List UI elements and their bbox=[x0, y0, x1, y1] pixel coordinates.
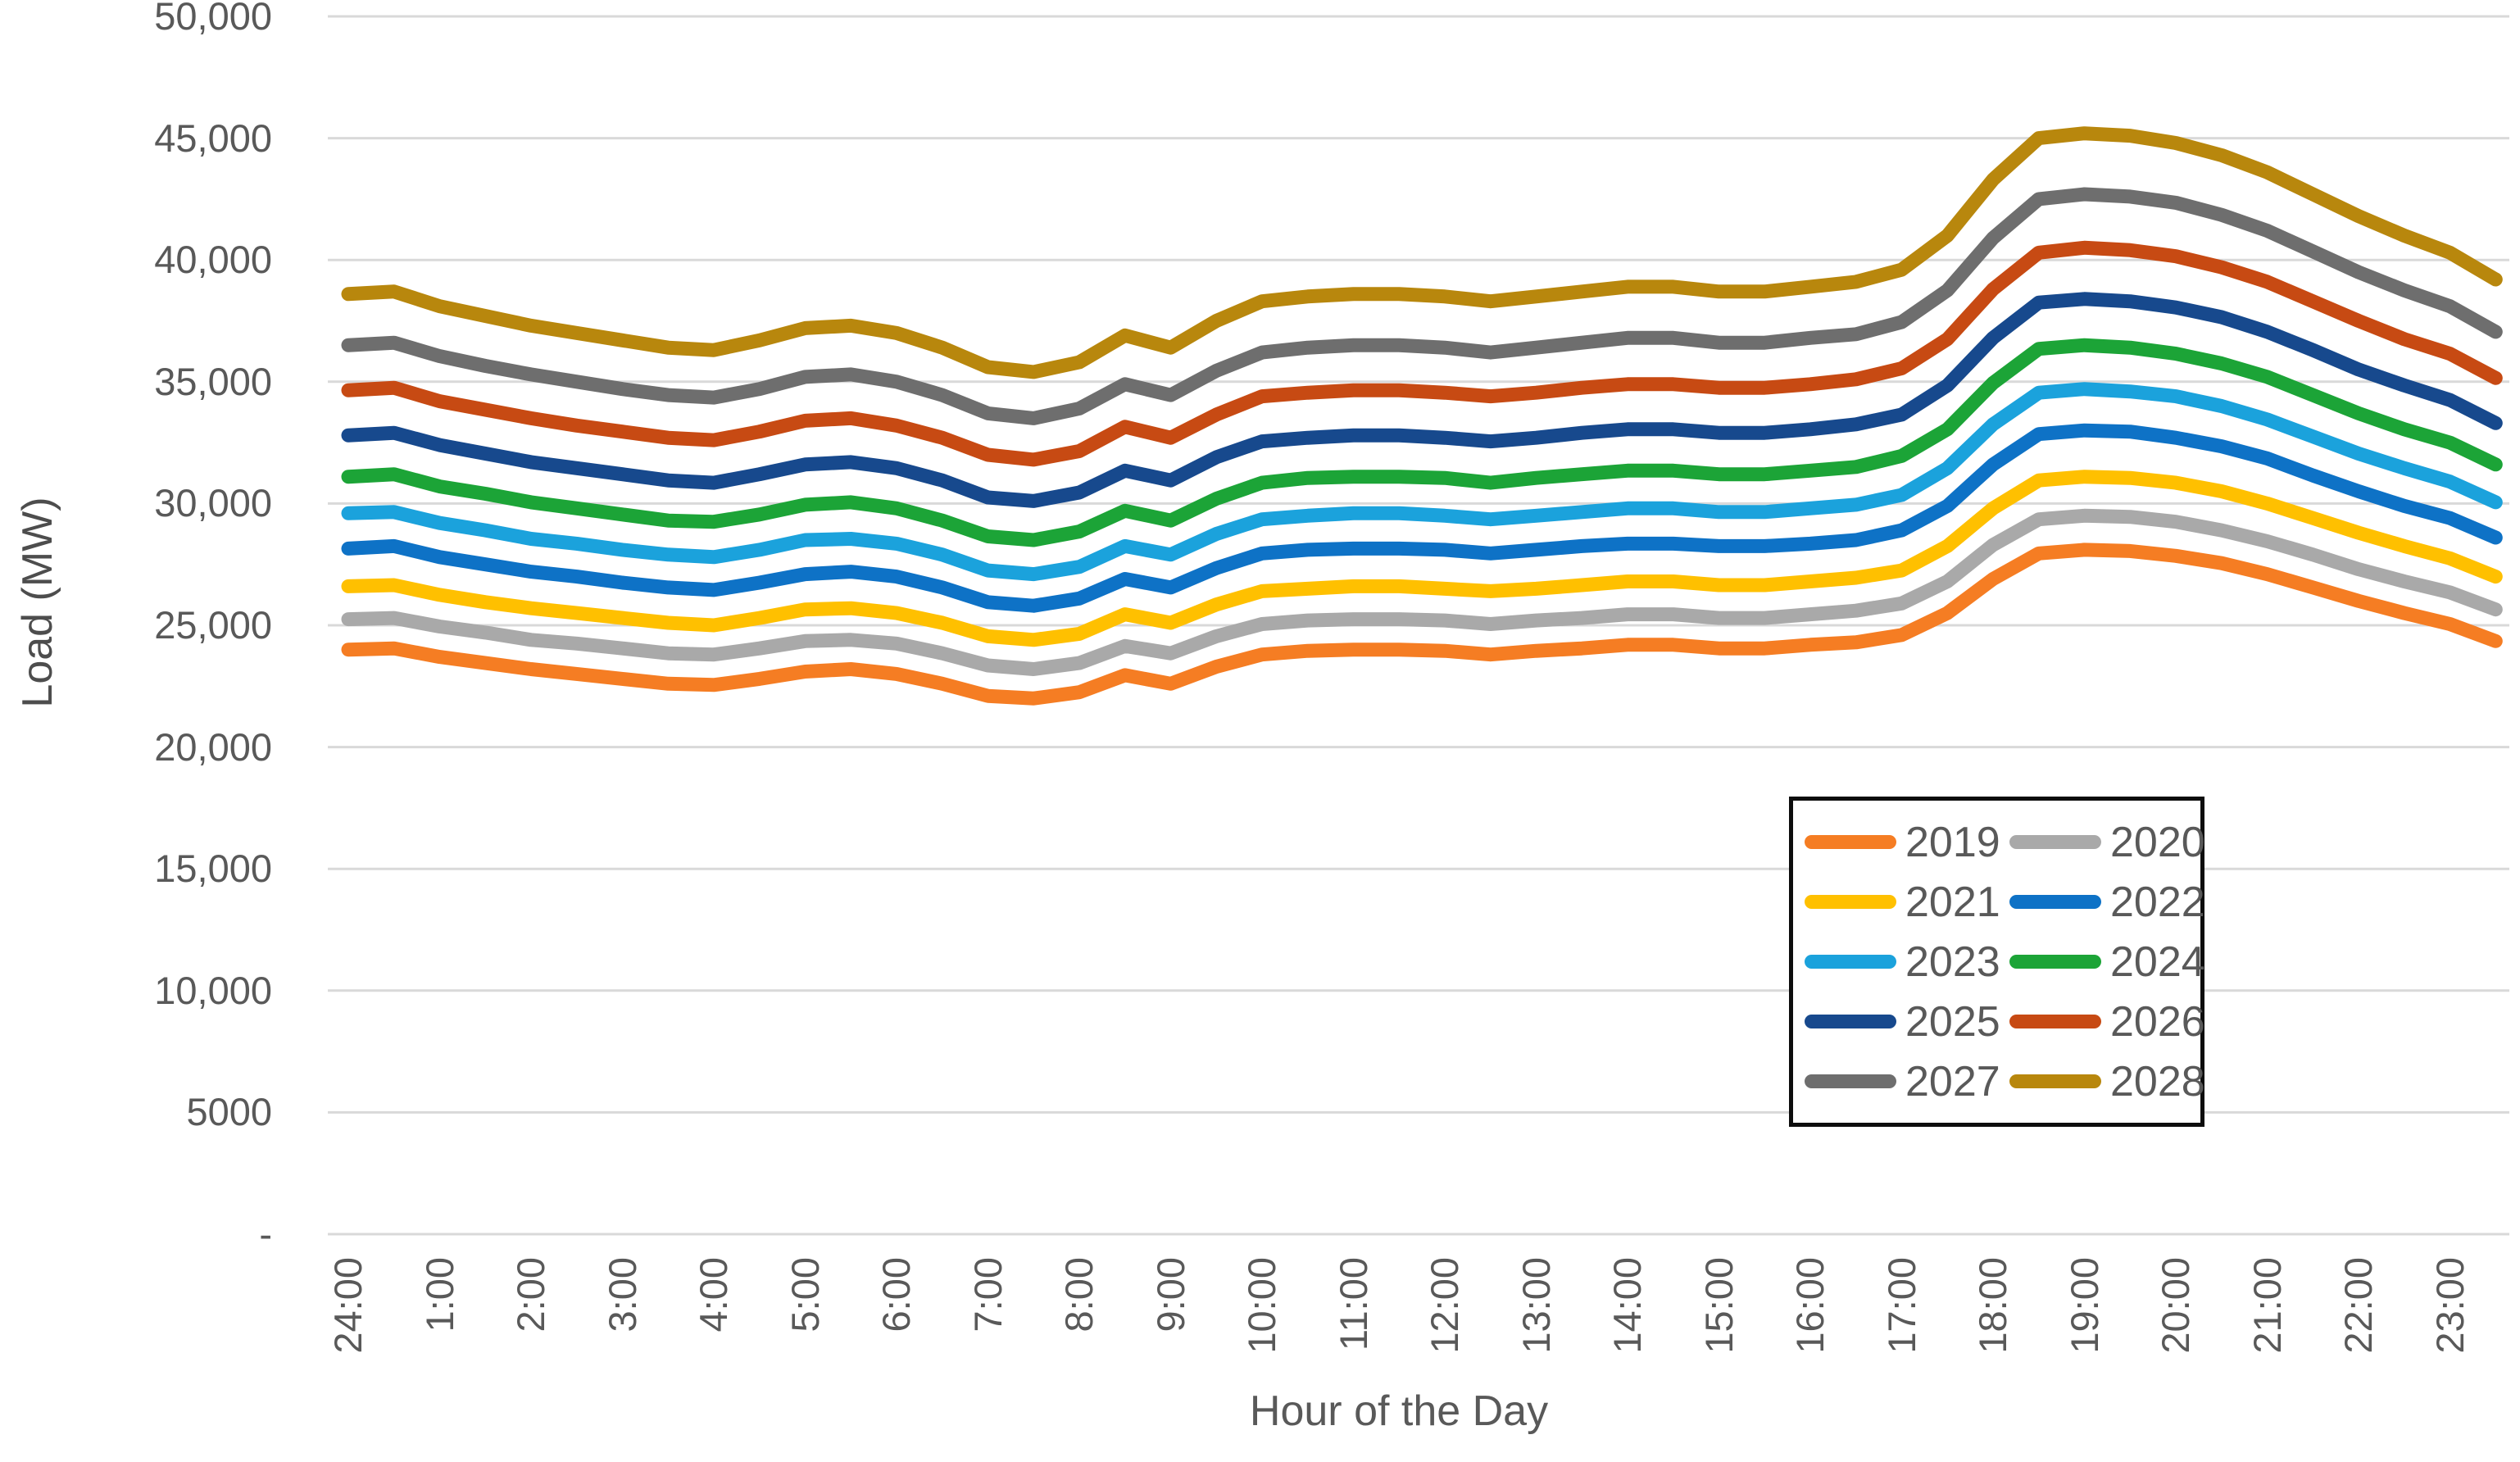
legend-label: 2027 bbox=[1905, 1057, 2000, 1106]
legend-label: 2023 bbox=[1905, 938, 2000, 986]
series-line-2026 bbox=[341, 240, 2503, 467]
series-line-2027 bbox=[341, 187, 2503, 425]
legend-swatch-2025 bbox=[1805, 1015, 1896, 1028]
x-tick-label: 5:00 bbox=[783, 1257, 827, 1333]
y-tick-label: 5000 bbox=[186, 1090, 272, 1134]
y-tick-label: 35,000 bbox=[154, 359, 272, 403]
legend-item-2021: 2021 bbox=[1805, 878, 2009, 927]
x-tick-label: 6:00 bbox=[874, 1257, 918, 1333]
series-line-2020 bbox=[341, 508, 2503, 676]
y-axis-title: Load (MW) bbox=[14, 497, 61, 708]
x-tick-label: 9:00 bbox=[1148, 1257, 1192, 1333]
legend-swatch-2022 bbox=[2009, 895, 2101, 909]
x-tick-label: 16:00 bbox=[1788, 1257, 1832, 1354]
x-tick-label: 12:00 bbox=[1423, 1257, 1466, 1354]
x-tick-label: 10:00 bbox=[1240, 1257, 1283, 1354]
y-tick-label: 15,000 bbox=[154, 847, 272, 891]
x-tick-label: 24:00 bbox=[326, 1257, 370, 1354]
legend-item-2028: 2028 bbox=[2009, 1057, 2205, 1106]
series-line-2022 bbox=[341, 423, 2503, 613]
x-tick-label: 18:00 bbox=[1971, 1257, 2014, 1354]
legend-label: 2019 bbox=[1905, 818, 2000, 866]
legend-label: 2022 bbox=[2110, 878, 2205, 926]
legend-swatch-2024 bbox=[2009, 955, 2101, 969]
y-tick-label: 25,000 bbox=[154, 603, 272, 647]
x-tick-label: 2:00 bbox=[509, 1257, 552, 1333]
y-tick-label: 20,000 bbox=[154, 724, 272, 769]
series-line-2021 bbox=[341, 470, 2503, 647]
series-line-2023 bbox=[341, 382, 2503, 582]
y-tick-label: 45,000 bbox=[154, 116, 272, 160]
series-line-2025 bbox=[341, 292, 2503, 508]
x-tick-label: 21:00 bbox=[2245, 1257, 2289, 1354]
x-tick-label: 13:00 bbox=[1514, 1257, 1558, 1354]
legend-label: 2026 bbox=[2110, 997, 2205, 1046]
legend-label: 2025 bbox=[1905, 997, 2000, 1046]
legend-label: 2020 bbox=[2110, 818, 2205, 866]
x-tick-label: 7:00 bbox=[965, 1257, 1010, 1333]
y-tick-label: 10,000 bbox=[154, 968, 272, 1012]
legend-item-2022: 2022 bbox=[2009, 878, 2205, 927]
legend-swatch-2023 bbox=[1805, 955, 1896, 969]
legend-item-2020: 2020 bbox=[2009, 818, 2205, 867]
x-tick-label: 14:00 bbox=[1605, 1257, 1649, 1354]
x-tick-label: 11:00 bbox=[1331, 1257, 1375, 1351]
legend-item-2026: 2026 bbox=[2009, 997, 2205, 1047]
legend-item-2025: 2025 bbox=[1805, 997, 2009, 1047]
legend-label: 2021 bbox=[1905, 878, 2000, 926]
chart-legend: 2019 2020 2021 2022 2023 2024 2025 2026 2027 2028 bbox=[1789, 797, 2205, 1127]
x-tick-label: 8:00 bbox=[1057, 1257, 1101, 1333]
y-tick-label: 30,000 bbox=[154, 481, 272, 525]
x-tick-label: 4:00 bbox=[692, 1257, 735, 1333]
x-tick-label: 1:00 bbox=[417, 1257, 461, 1333]
legend-swatch-2021 bbox=[1805, 895, 1896, 909]
legend-swatch-2028 bbox=[2009, 1074, 2101, 1088]
y-tick-label: - bbox=[259, 1212, 272, 1255]
x-tick-label: 22:00 bbox=[2336, 1257, 2380, 1354]
x-tick-label: 23:00 bbox=[2427, 1257, 2472, 1354]
legend-item-2019: 2019 bbox=[1805, 818, 2009, 867]
series-line-2019 bbox=[341, 543, 2503, 706]
legend-swatch-2020 bbox=[2009, 835, 2101, 849]
legend-item-2023: 2023 bbox=[1805, 938, 2009, 987]
x-tick-label: 20:00 bbox=[2154, 1257, 2197, 1354]
x-tick-label: 17:00 bbox=[1879, 1257, 1923, 1354]
x-tick-label: 3:00 bbox=[600, 1257, 644, 1333]
x-tick-label: 15:00 bbox=[1696, 1257, 1741, 1354]
y-tick-label: 50,000 bbox=[154, 0, 272, 38]
legend-item-2027: 2027 bbox=[1805, 1057, 2009, 1106]
legend-label: 2024 bbox=[2110, 938, 2205, 986]
series-line-2024 bbox=[341, 338, 2503, 547]
legend-label: 2028 bbox=[2110, 1057, 2205, 1106]
series-line-2028 bbox=[341, 126, 2503, 379]
legend-swatch-2026 bbox=[2009, 1015, 2101, 1028]
legend-item-2024: 2024 bbox=[2009, 938, 2205, 987]
legend-swatch-2027 bbox=[1805, 1074, 1896, 1088]
legend-swatch-2019 bbox=[1805, 835, 1896, 849]
x-axis-title: Hour of the Day bbox=[1249, 1387, 1549, 1435]
x-tick-label: 19:00 bbox=[2062, 1257, 2106, 1354]
y-tick-label: 40,000 bbox=[154, 238, 272, 282]
